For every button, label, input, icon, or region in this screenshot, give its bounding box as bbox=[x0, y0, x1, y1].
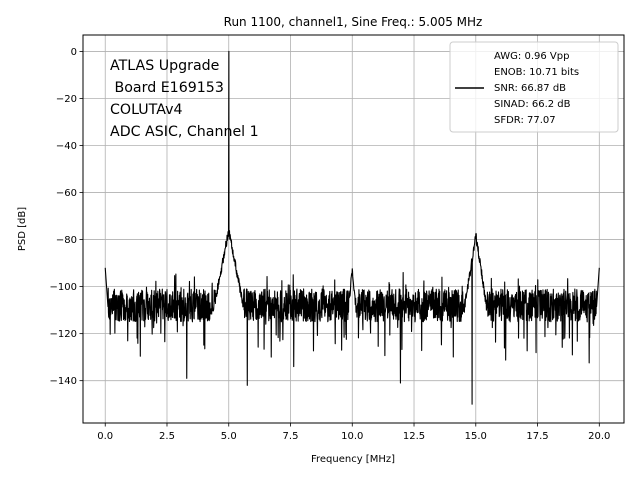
legend: AWG: 0.96 Vpp ENOB: 10.71 bits SNR: 66.8… bbox=[449, 41, 619, 133]
annotation-block: ATLAS Upgrade Board E169153 COLUTAv4 ADC… bbox=[110, 58, 259, 140]
y-tick-label: −60 bbox=[56, 188, 77, 199]
x-axis-label: Frequency [MHz] bbox=[311, 454, 395, 465]
y-tick-label: −140 bbox=[50, 376, 77, 387]
legend-entry-awg: AWG: 0.96 Vpp bbox=[494, 51, 569, 62]
x-tick-label: 15.0 bbox=[465, 431, 487, 442]
y-axis-label: PSD [dB] bbox=[17, 207, 28, 251]
annotation-line-3: COLUTAv4 bbox=[110, 102, 183, 118]
x-tick-label: 12.5 bbox=[403, 431, 425, 442]
legend-box bbox=[449, 41, 619, 133]
annotation-line-1: ATLAS Upgrade bbox=[110, 58, 219, 74]
y-tick-label: −100 bbox=[50, 282, 77, 293]
plot-area-frame bbox=[82, 34, 625, 424]
x-tick-label: 5.0 bbox=[221, 431, 237, 442]
x-tick-label: 17.5 bbox=[526, 431, 548, 442]
psd-line bbox=[104, 50, 600, 405]
y-tick-label: −80 bbox=[56, 235, 77, 246]
annotation-line-4: ADC ASIC, Channel 1 bbox=[110, 124, 259, 140]
chart-title: Run 1100, channel1, Sine Freq.: 5.005 MH… bbox=[224, 15, 483, 29]
legend-entry-sinad: SINAD: 66.2 dB bbox=[494, 99, 571, 110]
y-tick-label: −120 bbox=[50, 329, 77, 340]
y-tick-label: 0 bbox=[71, 47, 77, 58]
y-tick-label: −40 bbox=[56, 141, 77, 152]
x-tick-label: 2.5 bbox=[159, 431, 175, 442]
y-tick-label: −20 bbox=[56, 94, 77, 105]
legend-entry-snr: SNR: 66.87 dB bbox=[494, 83, 566, 94]
psd-trace bbox=[104, 50, 600, 405]
x-axis: 0.0 2.5 5.0 7.5 10.0 12.5 15.0 17.5 20.0 bbox=[97, 423, 610, 442]
annotation-line-2: Board E169153 bbox=[110, 80, 224, 96]
legend-entry-sfdr: SFDR: 77.07 bbox=[494, 115, 556, 126]
x-tick-label: 0.0 bbox=[97, 431, 113, 442]
y-axis: 0 −20 −40 −60 −80 −100 −120 −140 bbox=[50, 47, 83, 387]
x-tick-label: 20.0 bbox=[588, 431, 610, 442]
x-tick-label: 7.5 bbox=[283, 431, 299, 442]
x-tick-label: 10.0 bbox=[341, 431, 363, 442]
legend-entry-enob: ENOB: 10.71 bits bbox=[494, 67, 579, 78]
